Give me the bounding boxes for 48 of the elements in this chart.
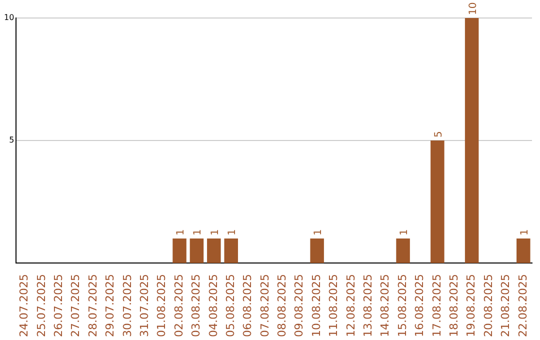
data-label: 1 — [313, 229, 324, 236]
x-tick-label: 30.07.2025 — [120, 274, 134, 338]
x-tick-label: 06.08.2025 — [241, 274, 254, 338]
x-tick-label: 07.08.2025 — [258, 274, 272, 338]
bar — [172, 238, 186, 264]
x-tick-label: 25.07.2025 — [34, 274, 48, 338]
x-tick-label: 12.08.2025 — [344, 274, 358, 338]
data-label: 1 — [519, 229, 530, 236]
bar — [464, 18, 479, 264]
x-tick-label: 16.08.2025 — [413, 274, 426, 338]
x-tick-label: 20.08.2025 — [482, 274, 495, 338]
x-tick-label: 13.08.2025 — [362, 274, 375, 338]
x-tick-label: 02.08.2025 — [172, 274, 186, 338]
x-tick-label: 08.08.2025 — [276, 274, 289, 338]
data-label: 1 — [227, 229, 238, 236]
data-label: 1 — [210, 229, 221, 236]
x-tick-label: 04.08.2025 — [206, 274, 220, 338]
bar — [190, 238, 204, 264]
x-tick-label: 24.07.2025 — [18, 274, 31, 338]
x-tick-label: 22.08.2025 — [516, 274, 530, 338]
x-tick-label: 31.07.2025 — [138, 274, 151, 338]
x-tick-label: 21.08.2025 — [499, 274, 512, 338]
x-tick-label: 29.07.2025 — [104, 274, 117, 338]
bar — [207, 238, 221, 264]
data-label: 1 — [176, 229, 187, 236]
x-tick-label: 05.08.2025 — [224, 274, 237, 338]
x-tick-label: 01.08.2025 — [155, 274, 168, 338]
x-tick-label: 19.08.2025 — [464, 274, 478, 338]
x-tick-label: 15.08.2025 — [396, 274, 409, 338]
bar — [516, 238, 530, 264]
x-tick-label: 11.08.2025 — [327, 274, 340, 338]
bar — [396, 238, 410, 264]
data-label: 5 — [433, 131, 444, 138]
x-tick-label: 17.08.2025 — [430, 274, 444, 338]
bar — [310, 238, 324, 264]
bar — [430, 140, 444, 264]
x-tick-label: 09.08.2025 — [292, 274, 306, 338]
x-tick-label: 27.07.2025 — [69, 274, 82, 338]
x-tick-label: 28.07.2025 — [86, 274, 100, 338]
data-label: 1 — [399, 229, 410, 236]
data-label: 1 — [192, 229, 204, 236]
x-tick-label: 10.08.2025 — [310, 274, 323, 338]
x-tick-label: 03.08.2025 — [190, 274, 203, 338]
x-tick-label: 18.08.2025 — [447, 274, 460, 338]
x-tick-label: 14.08.2025 — [378, 274, 392, 338]
x-tick-label: 26.07.2025 — [52, 274, 66, 338]
bar — [224, 238, 238, 264]
data-label: 10 — [468, 2, 479, 15]
